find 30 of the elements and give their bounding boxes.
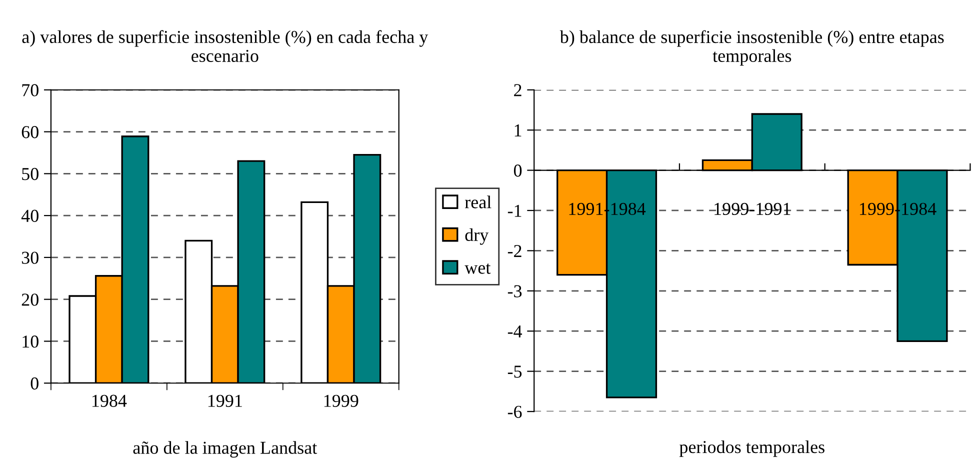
y-tick-label: 0 [514,164,522,177]
y-tick-label: -5 [508,366,522,378]
y-tick-label: 20 [22,294,38,306]
x-tick-label: 1984 [92,394,127,407]
y-tick-label: -3 [508,285,522,298]
legend-label: real [464,196,492,208]
x-axis-title: año de la imagen Landsat [133,441,318,458]
y-tick-label: -1 [508,204,522,217]
y-tick-label: 60 [22,126,38,138]
x-tick-label: 1999-1984 [860,202,936,216]
y-tick-label: 50 [22,168,38,180]
y-tick-label: 2 [514,84,522,96]
y-tick-label: -2 [508,245,522,257]
x-axis-title: periodos temporales [679,440,824,457]
y-tick-label: -4 [508,325,522,338]
legend-label: wet [464,263,491,274]
x-tick-label: 1991 [208,394,242,407]
y-tick-label: 40 [21,210,38,222]
legend-label: dry [465,228,489,245]
x-tick-label: 1999-1991 [714,202,790,216]
x-tick-label: 1999 [324,394,358,407]
y-tick-label: 10 [22,335,38,348]
y-tick-label: 70 [22,84,38,96]
chart-title: a) valores de superficie insostenible (%) en cada fecha y escenario [22,30,428,62]
y-tick-label: 0 [30,377,38,390]
y-tick-label: 1 [514,124,522,136]
chart-title: b) balance de superficie insostenible (%) entre etapas temporales [560,30,944,66]
y-tick-label: 30 [22,252,38,264]
y-tick-label: -6 [508,406,522,418]
x-tick-label: 1991-1984 [569,202,646,216]
